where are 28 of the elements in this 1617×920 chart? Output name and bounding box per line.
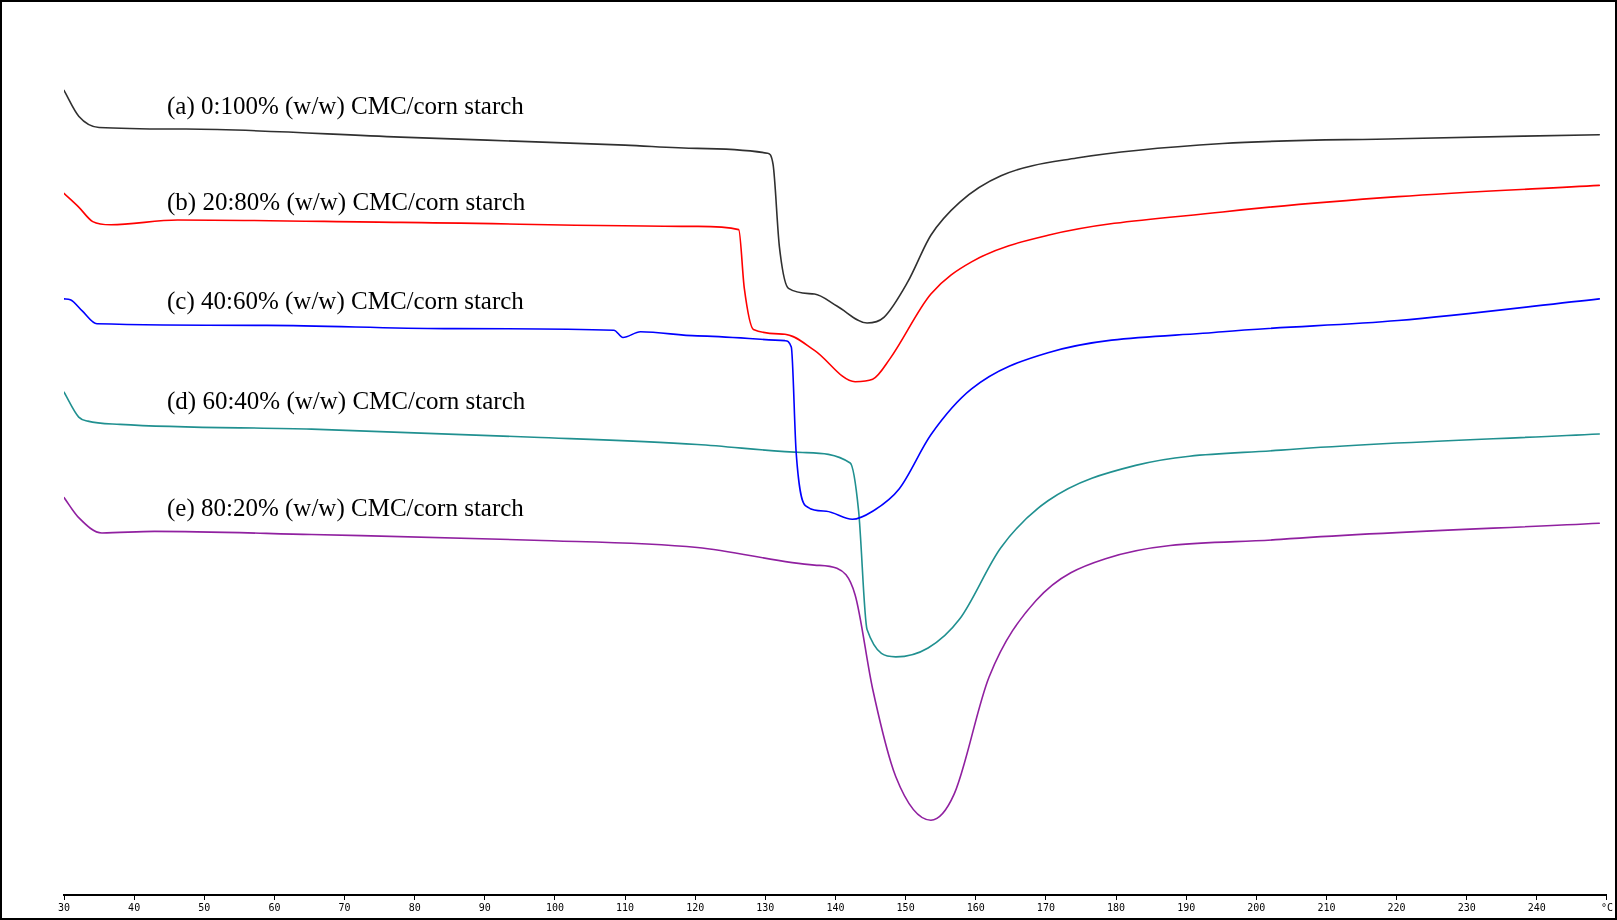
x-tick-label: 80 <box>408 901 421 913</box>
x-tick-label: 220 <box>1387 901 1406 913</box>
x-tick-label: 60 <box>268 901 281 913</box>
x-tick-label: 30 <box>57 901 71 913</box>
x-tick-label: 160 <box>966 901 985 913</box>
x-tick-label: 200 <box>1247 901 1266 913</box>
x-tick-label: 70 <box>338 901 351 913</box>
x-tick-label: 180 <box>1107 901 1126 913</box>
x-tick-label: 170 <box>1036 901 1055 913</box>
x-tick-label: 110 <box>616 901 635 913</box>
x-tick-label: 90 <box>478 901 491 913</box>
x-tick-label: 240 <box>1527 901 1546 913</box>
x-tick-label: 140 <box>826 901 845 913</box>
series-label: (d) 60:40% (w/w) CMC/corn starch <box>167 387 526 416</box>
x-tick-label: 120 <box>686 901 705 913</box>
x-tick-label: 190 <box>1177 901 1196 913</box>
x-tick-label: 210 <box>1317 901 1336 913</box>
x-tick-label: 150 <box>896 901 915 913</box>
series-label: (c) 40:60% (w/w) CMC/corn starch <box>167 286 525 315</box>
x-tick-label: 50 <box>198 901 211 913</box>
series-label: (b) 20:80% (w/w) CMC/corn starch <box>167 187 526 216</box>
x-tick-label: 100 <box>545 901 564 913</box>
x-tick-label: 40 <box>128 901 141 913</box>
series-label: (e) 80:20% (w/w) CMC/corn starch <box>167 494 525 523</box>
x-tick-label: 130 <box>756 901 775 913</box>
series-label: (a) 0:100% (w/w) CMC/corn starch <box>167 92 525 121</box>
x-tick-label: °C <box>1600 901 1613 913</box>
x-tick-label: 230 <box>1457 901 1476 913</box>
